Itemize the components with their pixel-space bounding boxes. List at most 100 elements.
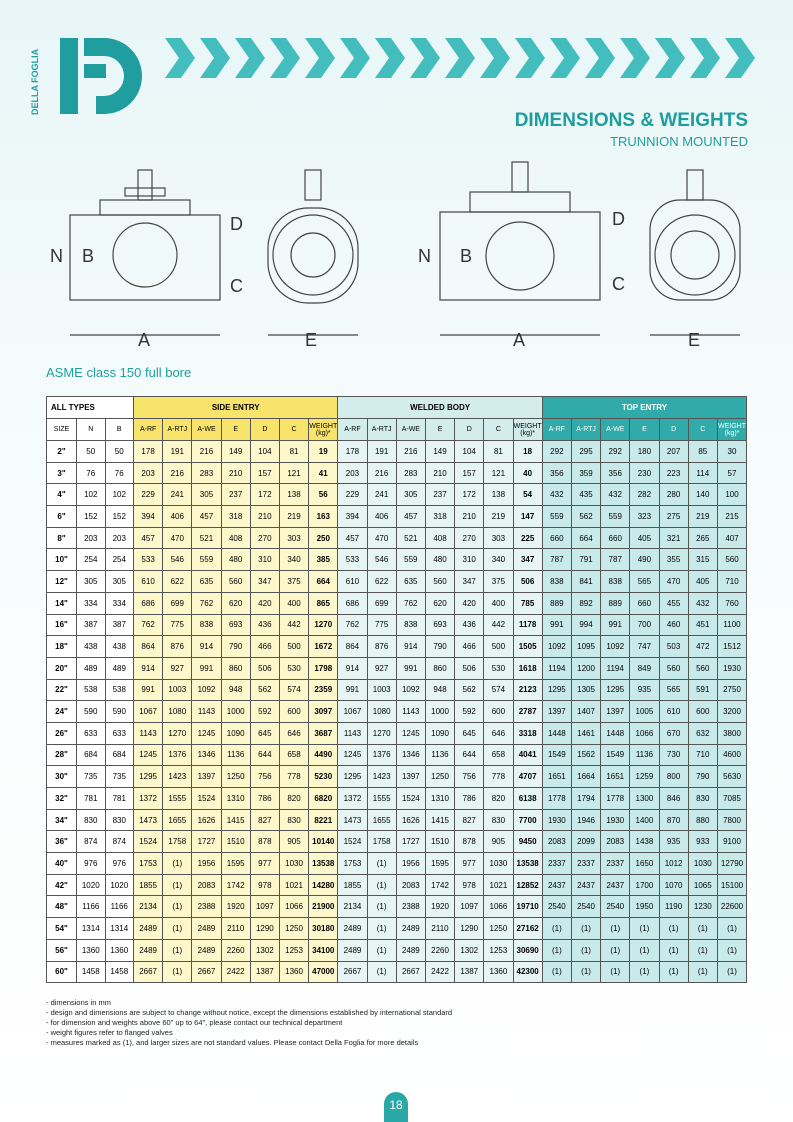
table-cell: 28" <box>46 743 77 767</box>
table-cell: 610 <box>133 570 164 593</box>
table-cell: 994 <box>570 613 602 637</box>
table-cell: 178 <box>337 440 368 463</box>
table-cell: 295 <box>570 440 602 463</box>
table-cell: 693 <box>220 613 251 637</box>
table-cell: 1415 <box>424 808 456 832</box>
table-cell: 359 <box>570 461 602 485</box>
table-cell: 334 <box>104 591 135 615</box>
table-cell: 1090 <box>424 721 456 745</box>
table-cell: 10" <box>46 548 77 572</box>
table-cell: 1143 <box>337 721 368 745</box>
table-cell: 210 <box>424 461 456 485</box>
table-cell: 438 <box>104 635 135 658</box>
table-cell: 874 <box>76 830 106 854</box>
table-cell: 622 <box>162 570 193 593</box>
table-cell: 472 <box>687 635 718 658</box>
table-cell: 241 <box>162 483 193 507</box>
table-cell: 1000 <box>424 700 456 723</box>
table-cell: 735 <box>76 765 106 788</box>
table-cell: 305 <box>191 483 222 507</box>
table-cell: 933 <box>687 830 718 854</box>
table-cell: 1097 <box>249 895 280 919</box>
table-cell: 2" <box>46 440 77 463</box>
table-cell: 1250 <box>483 917 514 940</box>
table-cell: 2540 <box>600 895 631 919</box>
table-cell: 2489 <box>395 917 426 940</box>
table-cell: 451 <box>687 613 718 637</box>
table-cell: 1407 <box>570 700 602 723</box>
title: DIMENSIONS & WEIGHTS <box>514 110 748 131</box>
table-cell: 860 <box>424 656 456 680</box>
table-cell: 1930 <box>541 808 572 832</box>
table-cell: 830 <box>104 808 135 832</box>
table-cell: 664 <box>570 526 602 550</box>
page-number: 18 <box>384 1092 408 1122</box>
note: - measures marked as (1), and larger siz… <box>46 1038 419 1047</box>
table-cell: 914 <box>191 635 222 658</box>
table-cell: 270 <box>249 526 280 550</box>
table-cell: 432 <box>687 591 718 615</box>
group-header: ALL TYPES <box>45 396 135 419</box>
table-cell: 2489 <box>191 938 222 962</box>
table-cell: 480 <box>220 548 251 572</box>
table-cell: 1092 <box>395 678 426 702</box>
table-cell: 790 <box>687 765 718 788</box>
group-header: TOP ENTRY <box>541 396 748 419</box>
table-cell: 210 <box>249 505 280 528</box>
table-cell: 710 <box>687 743 718 767</box>
table-cell: 559 <box>541 505 572 528</box>
table-cell: 1672 <box>308 635 339 658</box>
column-header: A-RTJ <box>366 418 397 441</box>
table-cell: 530 <box>483 656 514 680</box>
table-row: 60" 1458 1458 2667 (1) 2667 2422 1387 1360 47000 2… <box>46 960 748 984</box>
table-cell: 400 <box>483 591 514 615</box>
table-cell: 5630 <box>716 765 748 788</box>
table-cell: 282 <box>629 483 660 507</box>
table-cell: 1655 <box>366 808 397 832</box>
table-cell: 1758 <box>162 830 193 854</box>
table-row: 10" 254 254 533 546 559 480 310 340 385 533 546 559 4… <box>46 548 748 572</box>
table-cell: (1) <box>366 917 397 940</box>
table-cell: 762 <box>133 613 164 637</box>
table-cell: 15100 <box>716 873 748 897</box>
table-cell: (1) <box>600 960 631 984</box>
table-cell: 1030 <box>483 852 514 875</box>
table-cell: 1461 <box>570 721 602 745</box>
table-cell: 1742 <box>220 873 251 897</box>
table-cell: 1245 <box>337 743 368 767</box>
table-cell: 394 <box>133 505 164 528</box>
table-cell: 149 <box>220 440 251 463</box>
table-cell: 283 <box>191 461 222 485</box>
table-cell: 1798 <box>308 656 339 680</box>
table-cell: 600 <box>483 700 514 723</box>
table-cell: 1143 <box>191 700 222 723</box>
table-cell: (1) <box>716 917 748 940</box>
table-cell: 12790 <box>716 852 748 875</box>
table-cell: 400 <box>278 591 310 615</box>
table-cell: 1314 <box>104 917 135 940</box>
table-cell: 3200 <box>716 700 748 723</box>
column-header: E <box>220 418 251 441</box>
table-cell: 356 <box>541 461 572 485</box>
table-cell: (1) <box>687 938 718 962</box>
table-cell: 6138 <box>512 787 543 810</box>
table-cell: 157 <box>249 461 280 485</box>
table-cell: (1) <box>162 917 193 940</box>
table-cell: 229 <box>133 483 164 507</box>
table-cell: 1360 <box>76 938 106 962</box>
table-cell: 3097 <box>308 700 339 723</box>
table-cell: 16" <box>46 613 77 637</box>
table-cell: 2437 <box>600 873 631 897</box>
figure-label: A <box>138 330 150 350</box>
table-cell: 1727 <box>395 830 426 854</box>
table-cell: 538 <box>104 678 135 702</box>
table-cell: 830 <box>278 808 310 832</box>
table-cell: 2667 <box>133 960 164 984</box>
table-cell: 408 <box>220 526 251 550</box>
table-cell: 747 <box>629 635 660 658</box>
table-cell: 2123 <box>512 678 543 702</box>
table-cell: 303 <box>483 526 514 550</box>
table-cell: 210 <box>220 461 251 485</box>
table-cell: 1626 <box>191 808 222 832</box>
